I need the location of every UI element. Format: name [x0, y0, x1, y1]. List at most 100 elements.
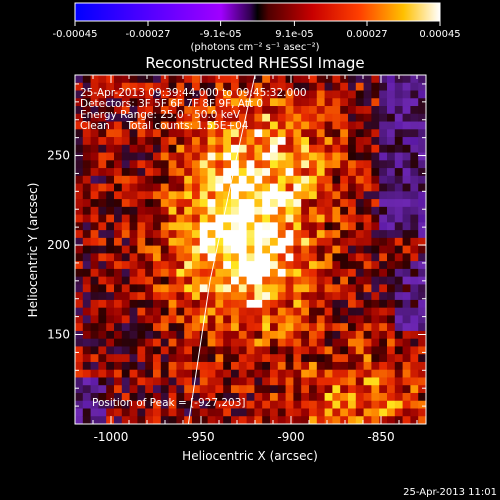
heatmap-cell [231, 338, 240, 347]
heatmap-cell [270, 75, 279, 84]
heatmap-cell [410, 121, 419, 130]
heatmap-cell [402, 315, 411, 324]
heatmap-cell [254, 106, 263, 115]
heatmap-cell [207, 338, 216, 347]
heatmap-cell [192, 152, 201, 161]
heatmap-cell [207, 377, 216, 386]
heatmap-cell [184, 222, 193, 231]
heatmap-cell [114, 168, 123, 177]
heatmap-cell [332, 230, 341, 239]
heatmap-cell [75, 152, 84, 161]
heatmap-cell [246, 354, 255, 363]
heatmap-cell [114, 307, 123, 316]
heatmap-cell [387, 191, 396, 200]
heatmap-cell [394, 307, 403, 316]
heatmap-cell [418, 385, 426, 394]
heatmap-cell [192, 90, 201, 99]
heatmap-cell [410, 268, 419, 278]
heatmap-cell [199, 199, 208, 208]
heatmap-cell [348, 361, 357, 371]
heatmap-cell [199, 261, 208, 270]
heatmap-cell [137, 113, 146, 122]
heatmap-cell [277, 160, 286, 169]
heatmap-cell [371, 98, 380, 107]
heatmap-cell [114, 253, 123, 262]
heatmap-cell [98, 222, 107, 231]
heatmap-cell [394, 408, 403, 417]
heatmap-cell [324, 315, 333, 324]
heatmap-cell [106, 183, 115, 192]
heatmap-cell [75, 230, 84, 239]
heatmap-cell [137, 416, 146, 424]
heatmap-cell [387, 354, 396, 363]
heatmap-cell [309, 199, 318, 208]
heatmap-cell [371, 400, 380, 409]
heatmap-cell [98, 416, 107, 424]
heatmap-cell [293, 106, 302, 115]
heatmap-cell [231, 377, 240, 386]
heatmap-cell [301, 175, 310, 184]
heatmap-cell [129, 168, 138, 177]
heatmap-cell [332, 137, 341, 146]
heatmap-cell [309, 160, 318, 169]
heatmap-cell [355, 237, 364, 247]
heatmap-cell [192, 121, 201, 130]
heatmap-cell [262, 82, 271, 91]
heatmap-cell [394, 400, 403, 409]
heatmap-cell [231, 113, 240, 122]
heatmap-cell [199, 369, 208, 378]
heatmap-cell [301, 346, 310, 355]
heatmap-cell [355, 385, 364, 394]
heatmap-cell [332, 284, 341, 293]
heatmap-cell [98, 315, 107, 324]
heatmap-cell [348, 315, 357, 324]
heatmap-cell [418, 338, 426, 347]
heatmap-cell [270, 361, 279, 371]
heatmap-cell [262, 361, 271, 371]
heatmap-cell [176, 245, 185, 254]
heatmap-cell [410, 253, 419, 262]
heatmap-cell [90, 129, 99, 138]
heatmap-cell [262, 408, 271, 417]
heatmap-cell [402, 144, 411, 153]
y-axis-label: Heliocentric Y (arcsec) [26, 183, 40, 318]
heatmap-cell [223, 206, 232, 215]
heatmap-cell [145, 354, 154, 363]
heatmap-cell [98, 299, 107, 309]
heatmap-cell [277, 199, 286, 208]
heatmap-cell [293, 191, 302, 200]
heatmap-cell [363, 261, 372, 270]
heatmap-cell [168, 152, 177, 161]
heatmap-cell [418, 222, 426, 231]
heatmap-cell [363, 90, 372, 99]
heatmap-cell [363, 183, 372, 192]
heatmap-cell [293, 299, 302, 309]
heatmap-cell [363, 253, 372, 262]
heatmap-cell [207, 408, 216, 417]
heatmap-cell [254, 90, 263, 99]
heatmap-cell [262, 346, 271, 355]
heatmap-cell [277, 292, 286, 301]
heatmap-cell [394, 354, 403, 363]
heatmap-cell [340, 307, 349, 316]
heatmap-cell [410, 346, 419, 355]
heatmap-cell [363, 75, 372, 84]
heatmap-cell [168, 121, 177, 130]
heatmap-cell [246, 268, 255, 278]
heatmap-cell [262, 175, 271, 184]
heatmap-cell [238, 137, 247, 146]
heatmap-cell [121, 214, 130, 223]
heatmap-cell [410, 292, 419, 301]
heatmap-cell [231, 90, 240, 99]
heatmap-cell [324, 392, 333, 402]
heatmap-cell [371, 113, 380, 122]
heatmap-cell [293, 222, 302, 231]
heatmap-cell [340, 113, 349, 122]
heatmap-cell [106, 129, 115, 138]
heatmap-cell [316, 90, 325, 99]
heatmap-cell [223, 183, 232, 192]
heatmap-cell [199, 222, 208, 231]
heatmap-cell [355, 276, 364, 285]
heatmap-cell [254, 292, 263, 301]
heatmap-cell [262, 400, 271, 409]
